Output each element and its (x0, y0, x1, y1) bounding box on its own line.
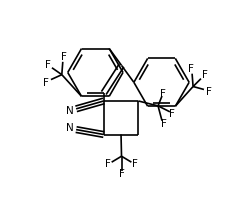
Text: F: F (119, 169, 124, 179)
Text: F: F (206, 88, 212, 97)
Text: F: F (43, 77, 49, 88)
Text: N: N (66, 106, 74, 116)
Text: F: F (160, 89, 166, 99)
Text: N: N (66, 123, 74, 133)
Text: F: F (105, 159, 111, 169)
Text: F: F (169, 109, 175, 119)
Text: F: F (188, 64, 194, 74)
Text: F: F (202, 70, 208, 80)
Text: F: F (61, 52, 67, 62)
Text: F: F (161, 119, 167, 129)
Text: F: F (45, 60, 51, 70)
Text: F: F (132, 159, 138, 169)
